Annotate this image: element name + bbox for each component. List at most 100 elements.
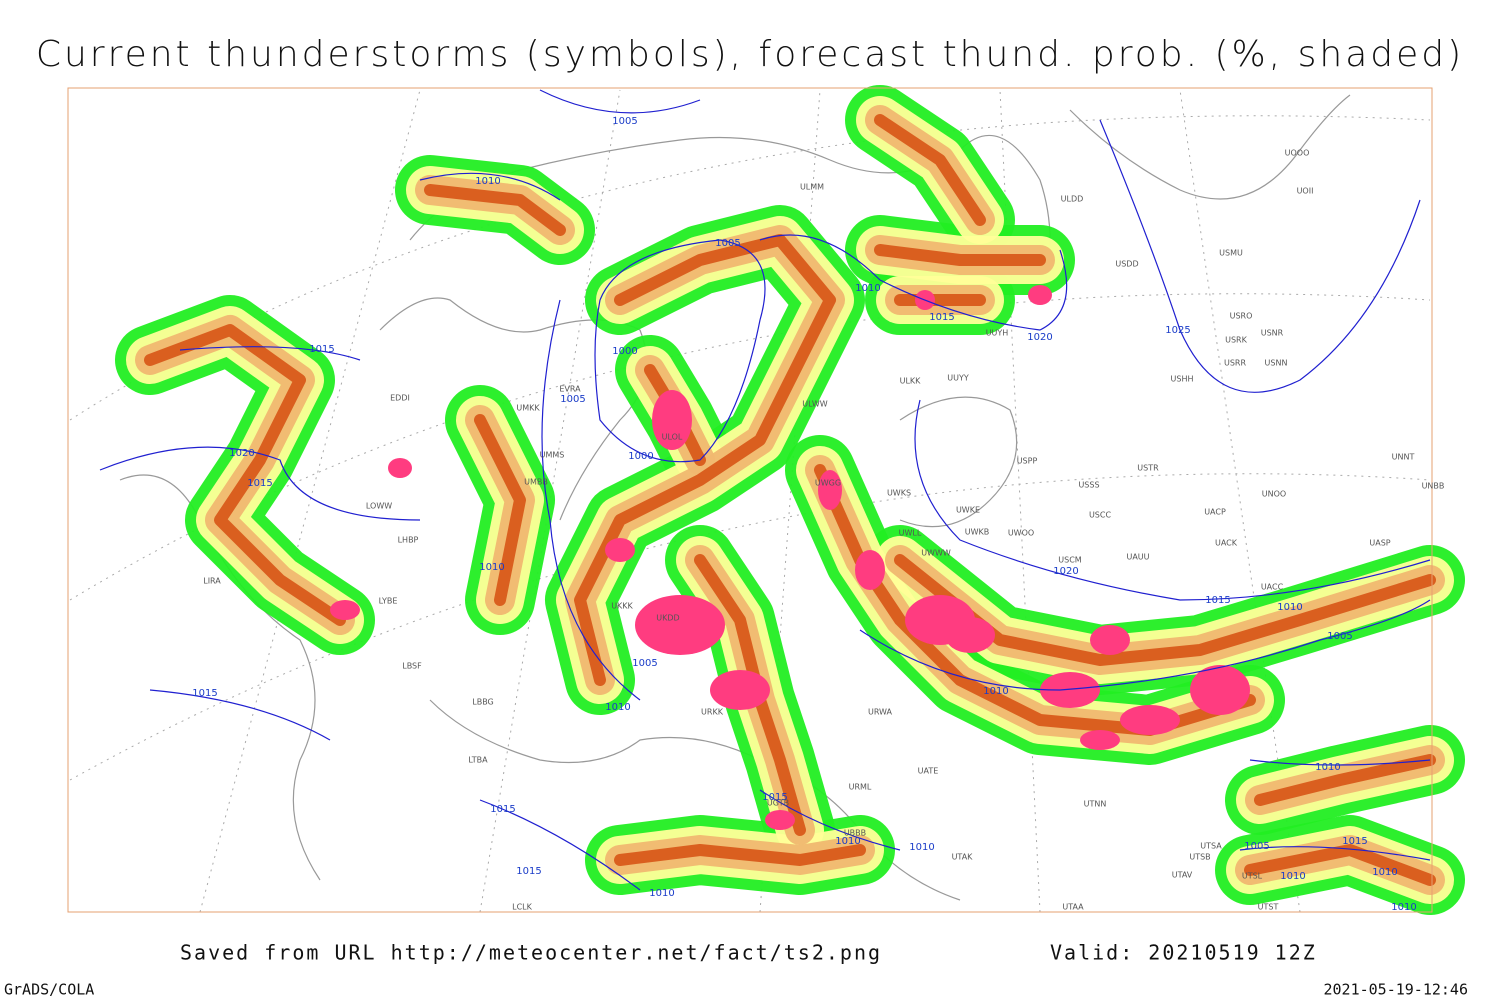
station-label: USCC — [1089, 511, 1112, 520]
station-label: UKKK — [611, 602, 633, 611]
isobar-label: 1020 — [1053, 566, 1078, 577]
station-label: UTAK — [952, 853, 974, 862]
station-label: UASP — [1369, 539, 1390, 548]
isobars — [99, 89, 1431, 891]
thunderstorm-symbols — [818, 470, 842, 510]
isobar-label: 1015 — [192, 688, 217, 699]
shading-band — [874, 114, 986, 226]
isobar-label: 1025 — [1165, 325, 1190, 336]
isobar-label: 1005 — [612, 116, 637, 127]
station-label: UWWW — [921, 549, 951, 558]
title: Current thunderstorms (symbols), forecas… — [36, 34, 1464, 75]
thunderstorm-symbols — [330, 600, 360, 620]
isobar-label: 1005 — [715, 238, 740, 249]
isobar-label: 1010 — [1277, 602, 1302, 613]
station-label: UMMS — [540, 451, 565, 460]
thunderstorm-symbols — [652, 390, 692, 450]
isobar-label: 1005 — [1244, 841, 1269, 852]
isobar-label: 1015 — [762, 792, 787, 803]
station-label: UOOO — [1285, 149, 1310, 158]
isobar-label: 1000 — [628, 451, 653, 462]
station-label: ULWW — [802, 400, 827, 409]
station-label: UBBB — [844, 829, 866, 838]
station-label: UACP — [1204, 508, 1226, 517]
station-label: ULMM — [800, 183, 824, 192]
thunderstorm-symbols — [1040, 672, 1100, 708]
station-label: EVRA — [559, 385, 581, 394]
station-label: ULDD — [1061, 195, 1084, 204]
isobar-label: 1010 — [1372, 867, 1397, 878]
station-label: LYBE — [379, 597, 398, 606]
thunderstorm-symbols — [388, 458, 412, 478]
station-label: LCLK — [512, 903, 533, 912]
station-label: UWLL — [899, 529, 922, 538]
station-label: UWKS — [887, 489, 911, 498]
station-label: UWKB — [965, 528, 990, 537]
station-label: UGTB — [767, 799, 789, 808]
station-label: ULOL — [662, 433, 683, 442]
station-label: UAUU — [1126, 553, 1149, 562]
station-label: UATE — [918, 767, 939, 776]
isobar-label: 1015 — [309, 344, 334, 355]
station-label: URKK — [701, 708, 724, 717]
shading-band — [874, 244, 1046, 266]
station-label: LIRA — [203, 577, 221, 586]
station-label: UACK — [1215, 539, 1238, 548]
thunderstorm-symbols — [945, 617, 995, 653]
isobar-label: 1000 — [612, 346, 637, 357]
station-label: UUYH — [986, 329, 1009, 338]
station-label: UWKE — [956, 506, 980, 515]
isobar-label: 1010 — [475, 176, 500, 187]
isobar-label: 1010 — [479, 562, 504, 573]
isobar-label: 1005 — [632, 658, 657, 669]
station-label: UTAA — [1062, 903, 1084, 912]
isobar-label: 1015 — [516, 866, 541, 877]
station-label: LHBP — [398, 536, 419, 545]
station-label: USCM — [1058, 556, 1082, 565]
shading-band — [574, 234, 836, 686]
station-label: UMKK — [516, 404, 540, 413]
station-label: EDDI — [390, 394, 410, 403]
thunderstorm-symbols — [1028, 285, 1052, 305]
shading-band — [1254, 754, 1436, 806]
station-label: LBBG — [472, 698, 494, 707]
isobar-label: 1020 — [229, 448, 254, 459]
software: GrADS/COLA — [4, 981, 94, 999]
station-label: UTST — [1258, 903, 1279, 912]
valid-time: Valid: 20210519 12Z — [1050, 941, 1317, 965]
station-label: UOII — [1297, 187, 1314, 196]
station-label: UWGG — [815, 479, 841, 488]
isobar-label: 1010 — [855, 283, 880, 294]
thunderstorm-symbols — [605, 538, 635, 562]
station-label: USNN — [1265, 359, 1288, 368]
station-label: LTBA — [468, 756, 488, 765]
isobar-label: 1010 — [1391, 902, 1416, 913]
isobar-label: 1005 — [560, 394, 585, 405]
probability-shading — [115, 85, 1465, 915]
timestamp: 2021-05-19-12:46 — [1324, 981, 1469, 999]
station-label: URML — [849, 783, 872, 792]
station-label: USRO — [1230, 312, 1253, 321]
isobar-label: 1010 — [983, 686, 1008, 697]
station-label: UWOO — [1008, 529, 1034, 538]
station-label: USTR — [1137, 464, 1159, 473]
station-label: ULKK — [900, 377, 922, 386]
thunderstorm-symbols — [1090, 625, 1130, 655]
map-labels: 1005 1010 1005 1015 1000 1005 1000 1020 1015 1010… — [192, 116, 1444, 913]
station-label: USSS — [1078, 481, 1099, 490]
station-label: LOWW — [366, 502, 392, 511]
isobar-label: 1015 — [490, 804, 515, 815]
station-label: USHH — [1171, 375, 1194, 384]
isobar-label: 1015 — [929, 312, 954, 323]
station-label: USRK — [1225, 336, 1247, 345]
station-label: UKDD — [656, 614, 679, 623]
thunderstorm-symbols — [1190, 665, 1250, 715]
isobar-label: 1015 — [1342, 836, 1367, 847]
station-label: UTSA — [1200, 842, 1222, 851]
station-label: UACC — [1261, 583, 1284, 592]
isobar-label: 1010 — [1315, 762, 1340, 773]
station-label: USPP — [1017, 457, 1038, 466]
thunderstorm-symbols — [765, 810, 795, 830]
isobar-label: 1015 — [1205, 595, 1230, 606]
thunderstorm-symbols — [710, 670, 770, 710]
